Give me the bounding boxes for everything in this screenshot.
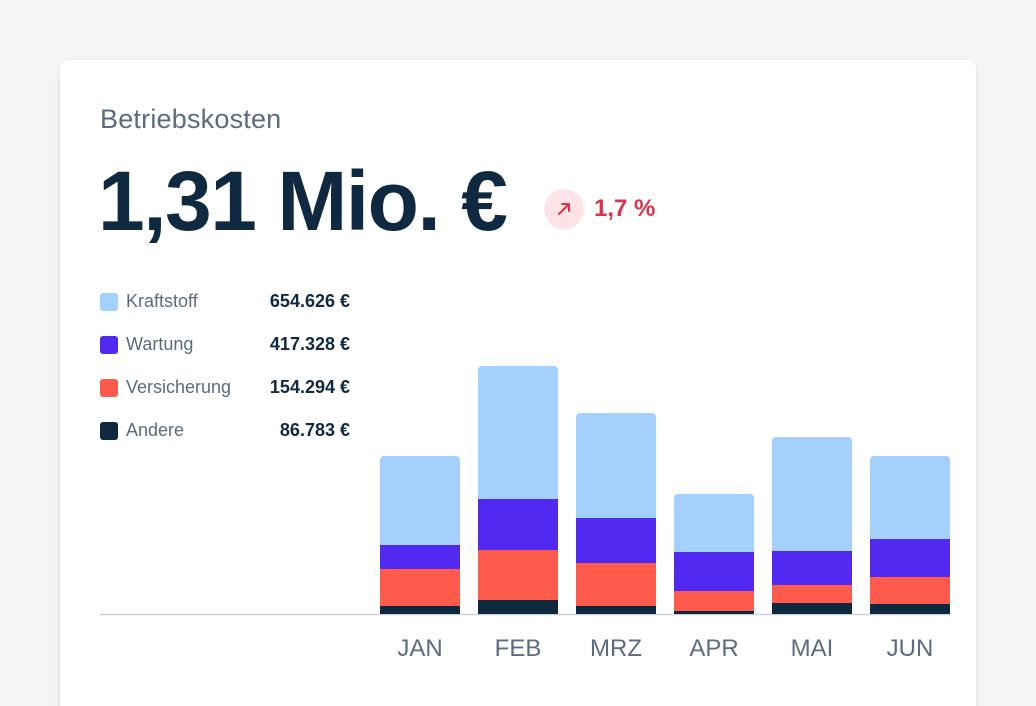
legend-swatch (100, 421, 118, 440)
bar-segment-wartung-jun (870, 539, 950, 577)
bar-segment-andere-jun (870, 604, 950, 614)
bar-segment-wartung-mrz (576, 518, 656, 563)
legend-item-andere: Andere 86.783 € (100, 409, 350, 452)
bar-segment-kraftstoff-mai (772, 437, 852, 551)
bar-segment-andere-mrz (576, 606, 656, 614)
bar-group-apr (674, 494, 754, 614)
legend-label: Versicherung (126, 377, 232, 397)
bar-segment-versicherung-apr (674, 591, 754, 611)
x-tick-label: APR (689, 635, 738, 662)
legend-value: 154.294 € (269, 377, 350, 397)
bar-group-mai (772, 437, 852, 614)
bar-segment-andere-mai (772, 603, 852, 614)
bar-segment-kraftstoff-feb (478, 366, 558, 499)
total-amount: 1,31 Mio. € (98, 154, 508, 248)
legend-value: 654.626 € (269, 291, 350, 311)
bar-segment-kraftstoff-jun (870, 456, 950, 539)
legend-item-versicherung: Versicherung 154.294 € (100, 366, 350, 409)
bar-group-jun (870, 456, 950, 614)
legend-item-kraftstoff: Kraftstoff 654.626 € (100, 280, 350, 323)
x-tick-label: JUN (887, 635, 934, 662)
legend-item-wartung: Wartung 417.328 € (100, 323, 350, 366)
chart-legend: Kraftstoff 654.626 € Wartung 417.328 € V… (100, 280, 350, 452)
bar-segment-andere-jan (380, 606, 460, 614)
bar-segment-wartung-jan (380, 545, 460, 569)
bar-segment-versicherung-feb (478, 550, 558, 600)
x-tick-label: JAN (397, 635, 442, 662)
bar-segment-andere-apr (674, 611, 754, 614)
bar-segment-kraftstoff-mrz (576, 413, 656, 518)
card-subtitle: Betriebskosten (100, 104, 282, 134)
change-indicator: 1,7 % (544, 189, 655, 229)
legend-swatch (100, 292, 118, 311)
legend-value: 86.783 € (279, 420, 350, 440)
x-tick-label: MRZ (590, 635, 642, 662)
bar-segment-kraftstoff-apr (674, 494, 754, 552)
bar-segment-versicherung-mrz (576, 563, 656, 606)
bar-segment-versicherung-mai (772, 585, 852, 603)
x-tick-label: FEB (495, 635, 542, 662)
legend-label: Andere (126, 420, 185, 440)
bar-group-jan (380, 456, 460, 614)
bar-segment-wartung-apr (674, 552, 754, 591)
operating-costs-card: Betriebskosten 1,31 Mio. € 1,7 % Kraftst… (60, 60, 976, 706)
bar-group-mrz (576, 413, 656, 614)
change-value: 1,7 % (594, 195, 656, 222)
arrow-up-right-icon (544, 189, 584, 229)
x-tick-label: MAI (791, 635, 834, 662)
bar-segment-versicherung-jun (870, 577, 950, 604)
bar-segment-andere-feb (478, 600, 558, 614)
legend-swatch (100, 378, 118, 397)
bar-segment-wartung-feb (478, 499, 558, 550)
bar-group-feb (478, 366, 558, 614)
legend-label: Kraftstoff (126, 291, 198, 311)
stacked-bar-chart: JAN FEB MRZ APR MAI JUN (100, 366, 950, 662)
bar-segment-kraftstoff-jan (380, 456, 460, 545)
bar-segment-versicherung-jan (380, 569, 460, 606)
legend-value: 417.328 € (269, 334, 350, 354)
legend-label: Wartung (126, 334, 194, 354)
bar-segment-wartung-mai (772, 551, 852, 585)
legend-swatch (100, 335, 118, 354)
